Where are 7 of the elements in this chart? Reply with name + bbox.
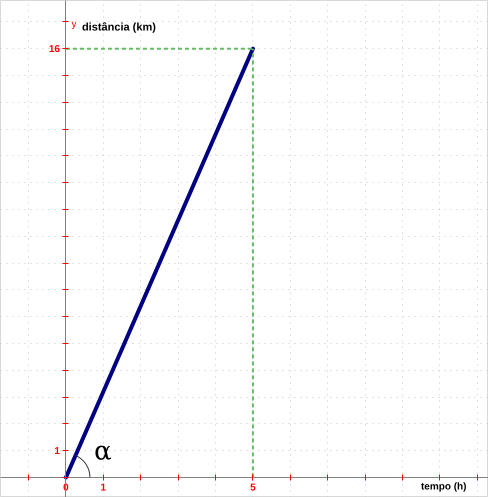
- x-tick-label: 5: [250, 482, 256, 494]
- y-axis-title: distância (km): [82, 22, 156, 34]
- x-axis-title: tempo (h): [420, 481, 466, 492]
- y-tick-label: 16: [48, 44, 60, 56]
- annotation: y: [71, 19, 76, 30]
- annotation: α: [94, 436, 112, 466]
- x-tick-label: 1: [100, 482, 107, 494]
